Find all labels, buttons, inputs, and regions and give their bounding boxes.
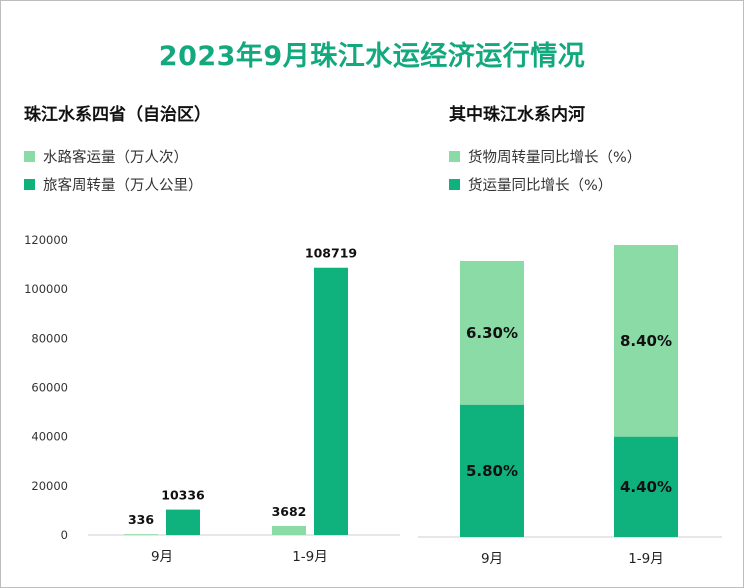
- bar: [124, 534, 158, 535]
- y-tick-label: 60000: [31, 381, 68, 395]
- data-label: 10336: [161, 488, 205, 503]
- x-tick-label: 1-9月: [628, 551, 664, 567]
- legend-label: 水路客运量（万人次）: [43, 150, 188, 166]
- legend-label: 货物周转量同比增长（%）: [468, 150, 642, 166]
- y-tick-label: 80000: [31, 331, 68, 345]
- legend-swatch-light: [449, 151, 460, 162]
- data-label: 5.80%: [466, 462, 518, 480]
- legend-label: 旅客周转量（万人公里）: [43, 178, 203, 194]
- x-tick-label: 9月: [151, 549, 173, 565]
- legend-item-cargo-volume-growth: 货运量同比增长（%）: [449, 174, 612, 195]
- legend-swatch-light: [24, 151, 35, 162]
- data-label: 108719: [305, 246, 357, 261]
- bar: [166, 509, 200, 535]
- bar: [314, 267, 348, 535]
- legend-label: 货运量同比增长（%）: [468, 178, 613, 194]
- stacked-bar-segment: [460, 260, 524, 405]
- bar: [272, 525, 306, 535]
- y-tick-label: 100000: [24, 282, 68, 296]
- data-label: 8.40%: [620, 332, 672, 350]
- right-panel-title: 其中珠江水系内河: [449, 105, 585, 125]
- stacked-bar-segment: [614, 436, 678, 537]
- y-tick-label: 20000: [31, 479, 68, 493]
- legend-item-passenger-volume: 水路客运量（万人次）: [24, 146, 188, 167]
- data-label: 3682: [272, 504, 307, 519]
- x-tick-label: 9月: [481, 551, 503, 567]
- legend-swatch-dark: [449, 179, 460, 190]
- left-panel-title: 珠江水系四省（自治区）: [24, 105, 211, 125]
- main-title: 2023年9月珠江水运经济运行情况: [158, 41, 586, 72]
- x-tick-label: 1-9月: [292, 549, 328, 565]
- y-tick-label: 120000: [24, 233, 68, 247]
- data-label: 4.40%: [620, 478, 672, 496]
- legend-item-cargo-turnover-growth: 货物周转量同比增长（%）: [449, 146, 641, 167]
- y-tick-label: 40000: [31, 430, 68, 444]
- stacked-bar-segment: [460, 404, 524, 537]
- legend-item-passenger-turnover: 旅客周转量（万人公里）: [24, 174, 203, 195]
- data-label: 336: [128, 512, 154, 527]
- data-label: 6.30%: [466, 324, 518, 342]
- stacked-bar-segment: [614, 245, 678, 437]
- legend-swatch-dark: [24, 179, 35, 190]
- y-tick-label: 0: [61, 528, 68, 542]
